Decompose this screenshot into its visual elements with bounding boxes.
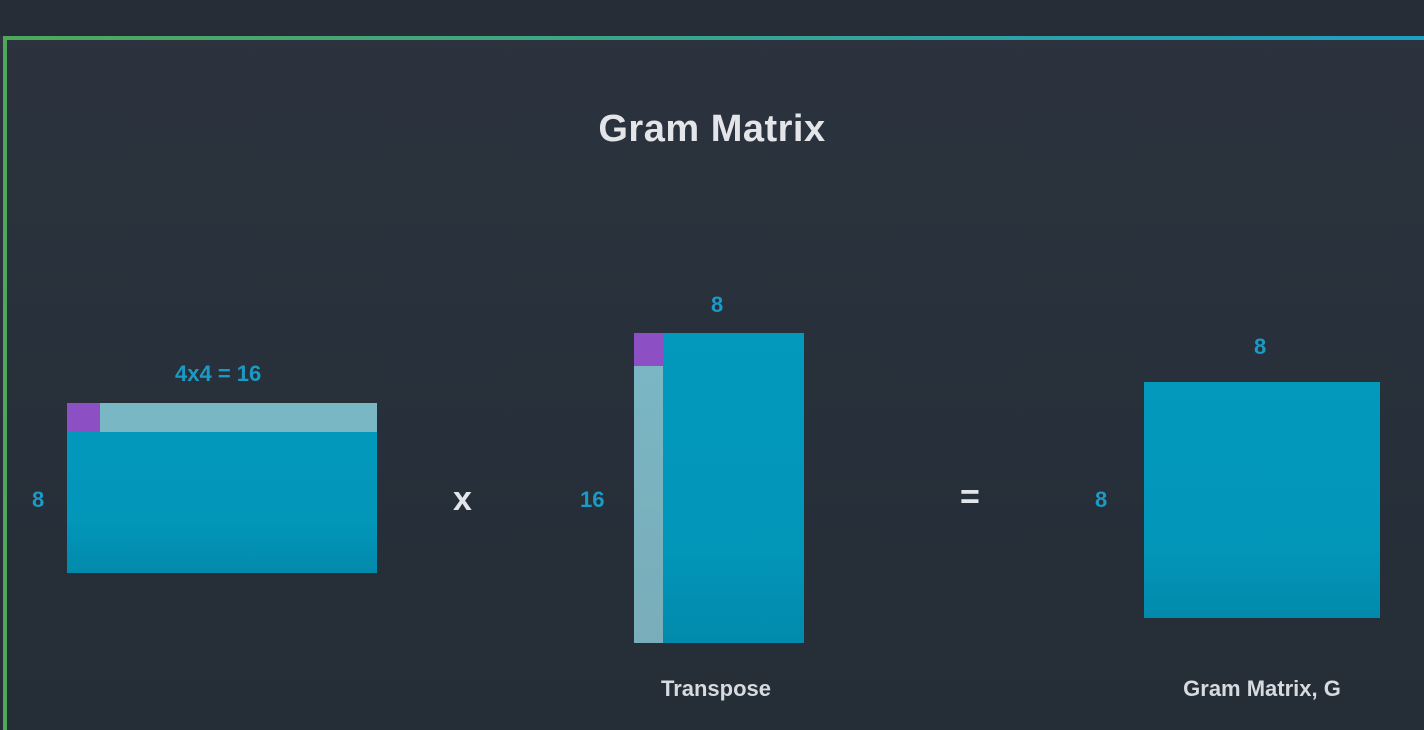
gram-matrix (1144, 382, 1380, 618)
matrix-a-cols-label: 4x4 = 16 (175, 361, 262, 386)
matrix-a (67, 403, 377, 573)
frame-top-border (3, 36, 1424, 40)
matrix-b-highlighted-column (634, 333, 663, 643)
gram-matrix-caption: Gram Matrix, G (1183, 676, 1341, 701)
transpose-caption: Transpose (660, 676, 772, 701)
gram-matrix-cols-label: 8 (1254, 334, 1267, 359)
equals-operator: = (960, 478, 980, 516)
matrix-a-highlighted-row (67, 403, 377, 432)
frame-left-border (3, 36, 7, 730)
slide-title: Gram Matrix (598, 108, 826, 150)
gram-matrix-rows-label: 8 (1095, 487, 1108, 512)
top-strip (0, 0, 1424, 36)
matrix-b-transpose (634, 333, 804, 643)
matrix-b-rows-label: 16 (580, 487, 605, 512)
matrix-b-highlighted-cell (634, 333, 663, 366)
matrix-a-rows-label: 8 (32, 487, 45, 512)
matrix-b-cols-label: 8 (711, 292, 724, 317)
matrix-a-highlighted-cell (67, 403, 100, 432)
multiply-operator: x (453, 480, 472, 518)
